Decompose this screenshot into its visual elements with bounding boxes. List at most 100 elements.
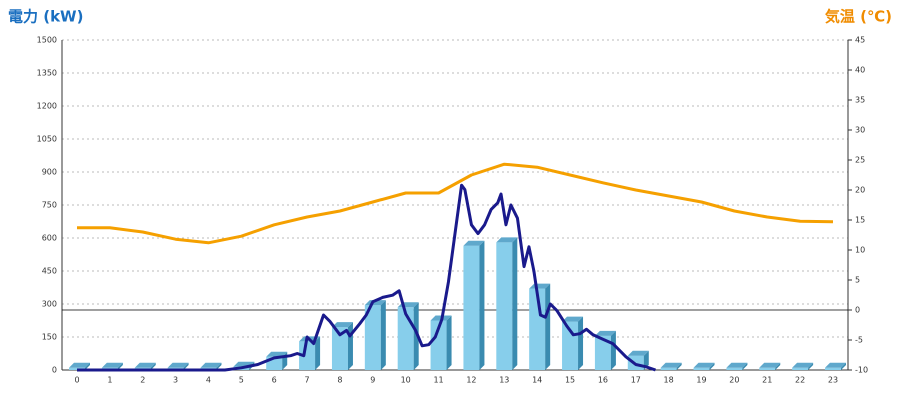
bar-side xyxy=(216,362,222,370)
bar-top xyxy=(627,350,649,356)
y-tick-label: 750 xyxy=(42,201,57,210)
y-tick-label: 1200 xyxy=(37,102,57,111)
x-tick-label: 17 xyxy=(631,376,641,385)
bar-top xyxy=(693,362,715,368)
x-tick-label: 21 xyxy=(762,376,772,385)
y2-tick-label: -5 xyxy=(855,336,863,345)
bar xyxy=(463,245,480,370)
bar-side xyxy=(709,362,715,370)
bar-top xyxy=(496,237,518,243)
x-tick-label: 8 xyxy=(337,376,342,385)
bar xyxy=(792,367,809,370)
bar-side xyxy=(808,362,814,370)
bar-side xyxy=(117,362,123,370)
bar-side xyxy=(413,302,419,370)
y-tick-label: 1350 xyxy=(37,69,57,78)
bar-top xyxy=(101,362,123,368)
bar-top xyxy=(134,362,156,368)
bar xyxy=(364,305,381,370)
x-tick-label: 18 xyxy=(664,376,674,385)
y-title: 電力 (kW) xyxy=(8,8,83,26)
bar-side xyxy=(446,315,452,370)
x-tick-label: 7 xyxy=(305,376,310,385)
y-tick-label: 600 xyxy=(42,234,57,243)
y2-tick-label: 20 xyxy=(855,186,865,195)
bar-top xyxy=(726,362,748,368)
y-tick-label: 1500 xyxy=(37,36,57,45)
bar-top xyxy=(200,362,222,368)
bar-side xyxy=(578,316,584,370)
y2-tick-label: 0 xyxy=(855,306,860,315)
bar-top xyxy=(463,240,485,246)
x-tick-label: 19 xyxy=(696,376,706,385)
y-tick-label: 300 xyxy=(42,300,57,309)
y-tick-label: 1050 xyxy=(37,135,57,144)
line xyxy=(77,162,834,245)
bar xyxy=(299,341,316,370)
x-tick-label: 14 xyxy=(532,376,542,385)
bar-top xyxy=(69,362,90,368)
bar-side xyxy=(545,283,551,370)
bar xyxy=(331,327,348,370)
y-tick-label: 0 xyxy=(52,366,57,375)
bar-top xyxy=(562,316,584,322)
y2-tick-label: 35 xyxy=(855,96,865,105)
bar-side xyxy=(183,362,189,370)
x-tick-label: 2 xyxy=(140,376,145,385)
y-tick-label: 150 xyxy=(42,333,57,342)
x-tick-label: 23 xyxy=(828,376,838,385)
y2-tick-label: 40 xyxy=(855,66,865,75)
bar-side xyxy=(315,336,321,370)
bar xyxy=(825,367,841,370)
x-tick-label: 15 xyxy=(565,376,575,385)
x-tick-label: 5 xyxy=(239,376,244,385)
bar-side xyxy=(676,362,682,370)
bar-side xyxy=(347,322,353,370)
line xyxy=(77,183,656,372)
bar xyxy=(529,288,546,370)
x-tick-label: 0 xyxy=(74,376,79,385)
x-tick-label: 3 xyxy=(173,376,178,385)
bar-side xyxy=(512,237,518,370)
y2-tick-label: 10 xyxy=(855,246,865,255)
bar xyxy=(693,367,710,370)
x-tick-label: 10 xyxy=(401,376,411,385)
bar-top xyxy=(660,362,682,368)
bar xyxy=(496,242,513,370)
x-tick-label: 20 xyxy=(729,376,739,385)
bar-side xyxy=(742,362,748,370)
y-tick-label: 900 xyxy=(42,168,57,177)
x-tick-label: 1 xyxy=(107,376,112,385)
y-tick-label: 450 xyxy=(42,267,57,276)
x-tick-label: 13 xyxy=(499,376,509,385)
bar-top xyxy=(167,362,189,368)
bar-top xyxy=(529,283,551,289)
bar xyxy=(430,320,447,370)
bar-top xyxy=(364,300,386,306)
y2-tick-label: -10 xyxy=(855,366,868,375)
y2-tick-label: 5 xyxy=(855,276,860,285)
bar-side xyxy=(479,240,485,370)
bar-side xyxy=(85,362,90,370)
x-tick-label: 9 xyxy=(370,376,375,385)
x-tick-label: 12 xyxy=(466,376,476,385)
bar-top xyxy=(792,362,814,368)
bar xyxy=(660,367,677,370)
bar-top xyxy=(594,330,616,336)
y2-tick-label: 45 xyxy=(855,36,865,45)
x-tick-label: 22 xyxy=(795,376,805,385)
bar-side xyxy=(841,362,846,370)
bar xyxy=(726,367,743,370)
y2-tick-label: 25 xyxy=(855,156,865,165)
bar xyxy=(594,335,611,370)
bar xyxy=(759,367,776,370)
x-tick-label: 11 xyxy=(433,376,443,385)
y2-title: 気温 (℃) xyxy=(825,8,892,26)
bar-top xyxy=(331,322,353,328)
bar-side xyxy=(380,300,386,370)
x-tick-label: 16 xyxy=(598,376,608,385)
bar-top xyxy=(825,362,846,368)
bar-top xyxy=(759,362,781,368)
bar-side xyxy=(775,362,781,370)
